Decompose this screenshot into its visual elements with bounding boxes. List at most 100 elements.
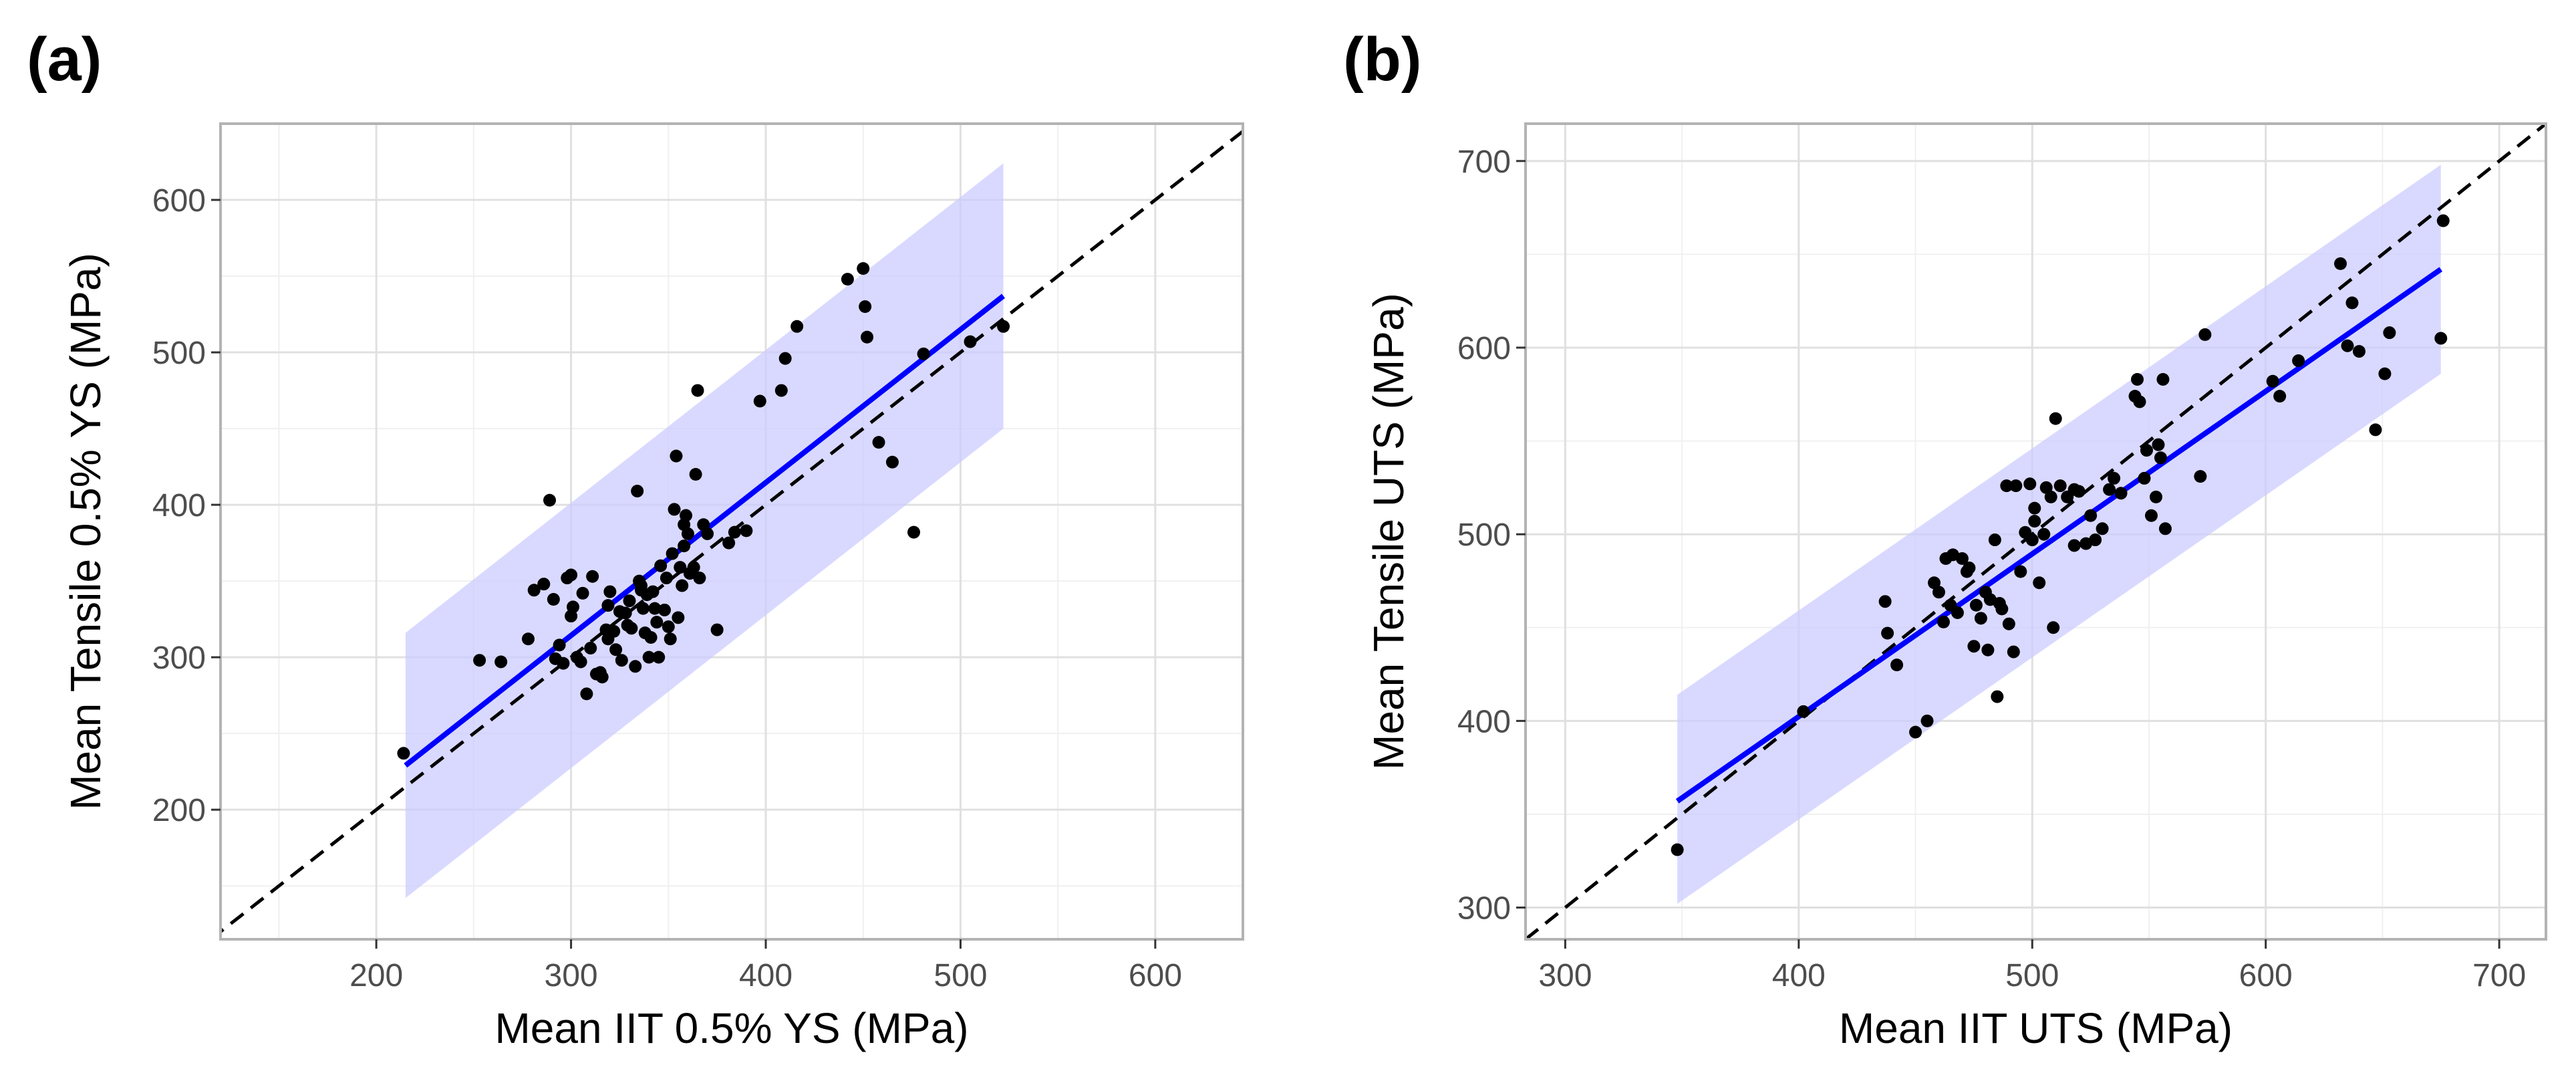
panel-a-data-point	[636, 602, 650, 615]
panel-b-data-point	[2140, 444, 2153, 457]
panel-b-data-point	[2114, 487, 2128, 500]
panel-b-data-point	[2158, 522, 2172, 535]
panel-b-data-point	[2072, 485, 2086, 498]
panel-a-data-point	[574, 655, 587, 669]
panel-b-data-point	[2108, 471, 2121, 485]
panel-a-data-point	[660, 572, 673, 585]
panel-b: 300 400 500 600 700 300 400 500 600 700 Mean IIT U…	[1343, 25, 2547, 1052]
panel-a-data-point	[678, 540, 691, 553]
panel-b-data-point	[2103, 483, 2116, 496]
panel-a-data-point	[859, 300, 872, 314]
panel-a-data-point	[666, 547, 679, 560]
panel-b-data-point	[2369, 423, 2382, 437]
panel-a-data-point	[841, 273, 854, 286]
panel-b-xtick-label-400: 400	[1772, 958, 1826, 993]
panel-b-data-point	[2144, 509, 2158, 522]
panel-a-data-point	[601, 599, 615, 612]
panel-a-data-point	[584, 641, 597, 654]
panel-a-x-axis-title: Mean IIT 0.5% YS (MPa)	[494, 1004, 968, 1052]
panel-b-ytick-label-600: 600	[1457, 331, 1511, 366]
panel-a-data-point	[397, 747, 410, 760]
panel-a-data-point	[672, 611, 685, 624]
panel-b-data-point	[2009, 479, 2023, 493]
panel-a-data-point	[576, 586, 589, 600]
panel-a-data-point	[728, 525, 741, 539]
panel-a-data-point	[681, 527, 694, 540]
panel-a-data-point	[537, 578, 551, 591]
panel-b-ytick-label-700: 700	[1457, 144, 1511, 180]
panel-b-data-point	[2000, 479, 2013, 493]
panel-a-data-point	[648, 602, 662, 615]
panel-a-ytick-label-200: 200	[152, 793, 206, 828]
panel-a-data-point	[609, 643, 623, 656]
panel-a-data-point	[557, 656, 570, 670]
panel-b-data-point	[2138, 471, 2151, 485]
panel-a-data-point	[791, 320, 804, 333]
panel-b-data-point	[2383, 326, 2396, 340]
panel-a-data-point	[710, 623, 724, 636]
panel-b-data-point	[2436, 214, 2450, 227]
panel-a-data-point	[693, 572, 706, 585]
panel-a-data-point	[547, 592, 560, 606]
panel-b-data-point	[2067, 539, 2081, 552]
panel-b-ytick-label-300: 300	[1457, 891, 1511, 927]
panel-a-data-point	[662, 620, 675, 634]
panel-a-data-point	[652, 650, 666, 664]
panel-a-data-point	[642, 650, 656, 664]
panel-b-data-point	[2152, 438, 2165, 451]
panel-b-data-point	[1969, 598, 1983, 612]
panel-b-ytick-label-500: 500	[1457, 517, 1511, 553]
panel-b-data-point	[2194, 470, 2207, 483]
panel-a-plot-area	[221, 129, 1243, 934]
panel-b-data-point	[1988, 533, 2001, 547]
panel-a-data-point	[687, 561, 700, 574]
panel-b-data-point	[1967, 640, 1981, 653]
panel-a-plot-frame	[219, 122, 1244, 941]
panel-b-data-point	[1995, 602, 2009, 616]
panel-b-data-point	[2084, 509, 2098, 522]
panel-b-data-point	[2089, 533, 2102, 547]
panel-b-x-axis-title: Mean IIT UTS (MPa)	[1839, 1004, 2233, 1052]
panel-b-data-point	[2156, 372, 2170, 386]
panel-a-ytick-label-400: 400	[152, 488, 206, 523]
panel-a-data-point	[680, 509, 693, 522]
panel-a-xtick-label-300: 300	[545, 958, 598, 993]
panel-a-data-point	[689, 467, 702, 481]
panel-a-data-point	[625, 622, 638, 635]
panel-a-data-point	[586, 570, 599, 583]
panel-a-data-point	[964, 335, 977, 348]
panel-b-data-point	[1671, 843, 1684, 856]
panel-b-data-point	[1890, 659, 1904, 672]
panel-a-data-point	[907, 525, 920, 539]
panel-a-data-point	[553, 638, 566, 652]
panel-a-data-point	[674, 561, 687, 574]
panel-a-data-point	[644, 630, 658, 644]
panel-a-data-point	[494, 655, 508, 669]
panel-a-data-point	[701, 527, 714, 540]
panel-b-data-point	[2154, 451, 2167, 465]
panel-a-y-axis-title: Mean Tensile 0.5% YS (MPa)	[61, 253, 110, 810]
panel-b-data-point	[1951, 606, 1964, 619]
panel-b-data-point	[2149, 490, 2162, 503]
panel-b-xtick-label-300: 300	[1538, 958, 1592, 993]
panel-b-data-point	[1937, 615, 1950, 628]
panel-b-data-point	[1881, 626, 1894, 640]
panel-b-data-point	[2345, 296, 2359, 310]
panel-b-data-point	[1955, 552, 1969, 565]
panel-a-data-point	[778, 352, 792, 365]
panel-a-data-point	[619, 606, 632, 620]
panel-a-data-point	[670, 449, 683, 463]
panel-a-data-point	[740, 524, 753, 537]
panel-b-data-point	[2014, 565, 2027, 578]
panel-b-data-point	[2128, 390, 2142, 403]
panel-a-data-point	[650, 616, 664, 629]
panel-b-data-point	[1909, 725, 1922, 739]
panel-b-data-point	[2378, 367, 2392, 380]
panel-b-plot-area	[1526, 124, 2546, 939]
panel-b-identity-line	[1526, 124, 2546, 939]
panel-b-data-point	[2033, 576, 2046, 590]
panel-b-data-point	[2002, 617, 2015, 630]
panel-a-xtick-label-600: 600	[1129, 958, 1182, 993]
